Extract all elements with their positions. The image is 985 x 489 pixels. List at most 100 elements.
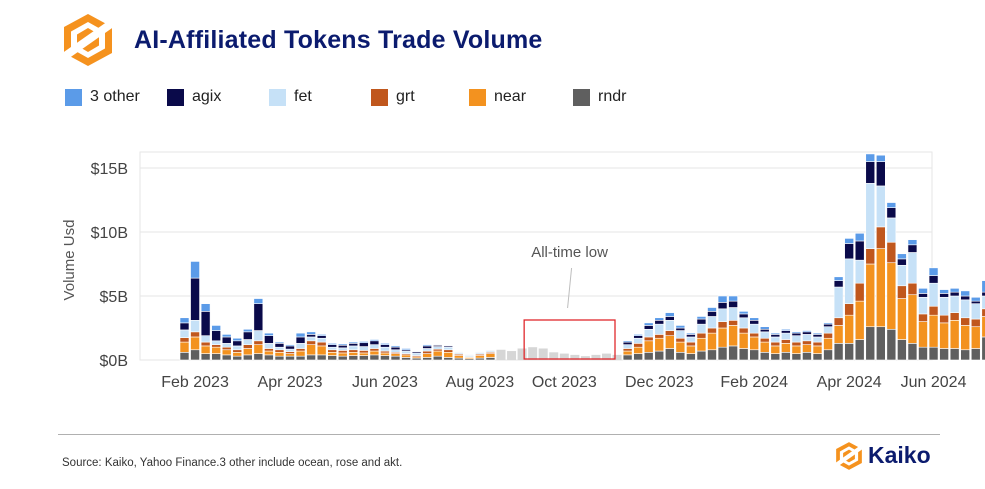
bar-segment-rndr — [981, 336, 985, 361]
bar-segment-3-other — [981, 280, 985, 293]
bar-segment-grt — [949, 312, 960, 321]
bar-segment-agix — [359, 342, 369, 347]
bar-segment-agix — [633, 335, 643, 339]
bar-segment-low-volume — [507, 351, 517, 360]
bar-segment-near — [337, 352, 348, 357]
bar-segment-fet — [949, 295, 960, 313]
bar-segment-fet — [274, 346, 285, 351]
bar-segment-fet — [411, 352, 422, 356]
bar-segment-rndr — [675, 352, 686, 361]
bar-segment-near — [749, 336, 760, 351]
bar-segment-3-other — [390, 345, 401, 348]
bar-segment-fet — [432, 346, 443, 350]
bar-segment-agix — [897, 258, 907, 266]
legend-item-3-other: 3 other — [65, 86, 140, 108]
bar-segment-3-other — [728, 295, 738, 302]
bar-segment-rndr — [232, 355, 243, 361]
y-tick-label: $0B — [100, 353, 128, 370]
bar-segment-rndr — [897, 339, 907, 361]
bar-segment-3-other — [812, 332, 823, 335]
all-time-low-box — [523, 319, 616, 360]
bar-segment-grt — [717, 321, 728, 329]
bar-segment-3-other — [274, 341, 285, 344]
bar-segment-fet — [327, 346, 338, 351]
bar-segment-rndr — [823, 349, 833, 361]
bar-segment-fet — [443, 346, 454, 351]
bar-segment-fet — [337, 347, 348, 351]
bar-segment-near — [643, 340, 654, 353]
bar-segment-3-other — [686, 332, 696, 335]
bar-segment-near — [369, 350, 380, 356]
bar-segment-fet — [981, 295, 985, 310]
bar-segment-rndr — [401, 357, 411, 361]
bar-segment-grt — [243, 344, 253, 349]
bar-segment-3-other — [897, 253, 907, 260]
bar-segment-agix — [422, 345, 432, 349]
bar-segment-grt — [749, 332, 760, 338]
bar-segment-3-other — [179, 317, 190, 324]
bar-segment-3-other — [380, 343, 390, 345]
bar-segment-grt — [928, 305, 939, 316]
bar-segment-rndr — [316, 354, 327, 361]
bar-segment-near — [654, 337, 665, 352]
bar-segment-grt — [707, 327, 717, 334]
bar-segment-near — [675, 341, 686, 353]
bar-segment-grt — [316, 341, 327, 347]
bar-segment-agix — [970, 300, 981, 304]
bar-segment-near — [475, 355, 485, 359]
bar-segment-agix — [664, 316, 675, 321]
bar-segment-3-other — [211, 325, 221, 331]
bar-segment-rndr — [686, 353, 696, 361]
bar-segment-agix — [728, 300, 738, 308]
bar-segment-near — [274, 352, 285, 357]
bar-segment-near — [791, 345, 802, 354]
bar-segment-fet — [686, 336, 696, 343]
bar-segment-3-other — [707, 307, 717, 312]
bar-segment-3-other — [791, 331, 802, 334]
bar-segment-grt — [897, 285, 907, 299]
brand-name: Kaiko — [868, 442, 931, 468]
header: AI-Affiliated Tokens Trade Volume — [60, 12, 760, 68]
bar-segment-near — [833, 325, 844, 344]
bar-segment-rndr — [654, 350, 665, 361]
bar-segment-fet — [200, 335, 211, 343]
legend-swatch — [469, 88, 486, 106]
bar-segment-low-volume — [612, 354, 622, 360]
bar-segment-near — [886, 262, 897, 330]
bar-segment-near — [981, 316, 985, 338]
bar-segment-grt — [643, 336, 654, 342]
bar-segment-fet — [285, 348, 295, 352]
bar-segment-agix — [907, 244, 918, 253]
bar-segment-fet — [696, 323, 707, 334]
bar-segment-grt — [738, 327, 749, 334]
bar-segment-fet — [854, 259, 865, 284]
bar-segment-rndr — [781, 352, 791, 361]
bar-segment-fet — [728, 307, 738, 321]
bar-segment-rndr — [918, 346, 928, 361]
bar-segment-3-other — [886, 202, 897, 208]
legend-swatch — [573, 88, 590, 106]
bar-segment-rndr — [443, 357, 454, 361]
bar-segment-grt — [211, 344, 221, 348]
legend-swatch — [65, 88, 82, 106]
bar-segment-grt — [359, 350, 369, 354]
bar-segment-3-other — [875, 154, 886, 162]
bar-segment-agix — [707, 311, 717, 317]
bar-segment-3-other — [696, 316, 707, 320]
bar-segment-fet — [749, 323, 760, 334]
bar-segment-fet — [886, 217, 897, 243]
bar-segment-3-other — [327, 343, 338, 345]
bar-segment-3-other — [432, 344, 443, 346]
bar-segment-3-other — [949, 288, 960, 293]
bar-segment-rndr — [306, 354, 316, 361]
bar-segment-agix — [812, 334, 823, 338]
bar-segment-3-other — [633, 334, 643, 336]
bar-segment-fet — [907, 252, 918, 284]
bar-segment-near — [485, 353, 496, 358]
bar-segment-near — [211, 346, 221, 354]
bar-segment-fet — [918, 296, 928, 315]
kaiko-logo-icon — [62, 14, 114, 66]
bar-segment-3-other — [464, 353, 475, 356]
bar-segment-grt — [686, 341, 696, 347]
bar-segment-3-other — [781, 328, 791, 331]
